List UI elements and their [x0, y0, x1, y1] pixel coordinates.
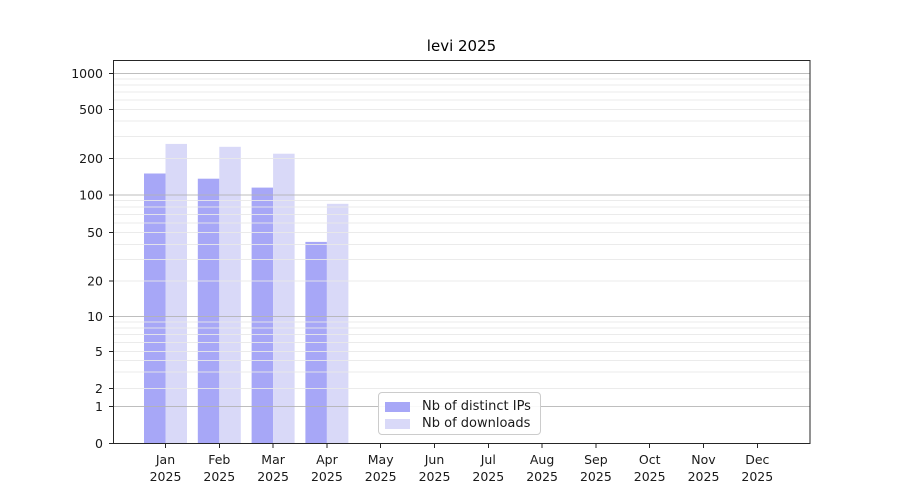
legend-item-downloads: Nb of downloads	[385, 415, 532, 432]
plot-frame	[112, 60, 811, 444]
x-tick-label-year: 2025	[580, 469, 612, 484]
y-tick-label: 1	[95, 399, 103, 414]
x-tick-label-month: May	[368, 452, 394, 467]
x-tick-label-year: 2025	[419, 469, 451, 484]
bar-ips-jan	[144, 173, 166, 444]
x-tick-label-month: Nov	[691, 452, 716, 467]
legend-label-distinct-ips: Nb of distinct IPs	[422, 399, 531, 414]
y-tick-label: 50	[87, 225, 103, 240]
x-axis-labels-group: Jan 2025 Feb 2025 Mar 2025 Apr 2025 May 2025 Jun 20…	[150, 452, 774, 484]
x-tick-label-month: Mar	[261, 452, 285, 467]
minor-gridlines-group	[113, 78, 810, 389]
y-axis-ticks-group	[108, 72, 114, 444]
legend-swatch-downloads	[385, 418, 410, 429]
x-tick-label-year: 2025	[311, 469, 343, 484]
y-tick-label: 20	[87, 274, 103, 289]
legend-item-distinct-ips: Nb of distinct IPs	[385, 398, 532, 415]
y-tick-label: 1000	[71, 66, 103, 81]
x-tick-label-month: Jul	[480, 452, 496, 467]
x-tick-label-year: 2025	[203, 469, 235, 484]
y-tick-label: 100	[79, 188, 103, 203]
bar-downloads-mar	[273, 153, 295, 444]
y-tick-label: 2	[95, 381, 103, 396]
bar-downloads-apr	[326, 203, 349, 444]
x-tick-label-month: Jan	[155, 452, 175, 467]
x-tick-label-year: 2025	[741, 469, 773, 484]
x-tick-label-year: 2025	[526, 469, 558, 484]
bar-ips-feb	[197, 178, 220, 444]
x-tick-label-year: 2025	[365, 469, 397, 484]
chart-title: levi 2025	[427, 37, 496, 55]
x-tick-label-month: Sep	[584, 452, 608, 467]
y-tick-label: 500	[79, 102, 103, 117]
legend-swatch-distinct-ips	[385, 401, 410, 412]
x-tick-label-year: 2025	[257, 469, 289, 484]
bar-downloads-jan	[165, 143, 187, 444]
legend-label-downloads: Nb of downloads	[422, 416, 531, 431]
legend: Nb of distinct IPs Nb of downloads	[378, 392, 541, 435]
bar-ips-mar	[251, 187, 274, 444]
y-tick-label: 5	[95, 344, 103, 359]
x-tick-label-month: Aug	[530, 452, 554, 467]
x-tick-label-year: 2025	[472, 469, 504, 484]
y-tick-label: 10	[87, 309, 103, 324]
x-tick-label-month: Feb	[208, 452, 230, 467]
y-tick-label: 0	[95, 436, 103, 451]
x-tick-label-month: Jun	[424, 452, 445, 467]
x-tick-label-year: 2025	[688, 469, 720, 484]
bars-group	[144, 143, 349, 444]
x-axis-ticks-group	[165, 443, 758, 448]
x-tick-label-year: 2025	[634, 469, 666, 484]
x-tick-label-year: 2025	[150, 469, 182, 484]
x-tick-label-month: Oct	[639, 452, 661, 467]
y-axis-labels-group: 0 1 2 5 10 20 50 100 200 500 1000	[71, 66, 103, 451]
x-tick-label-month: Dec	[745, 452, 769, 467]
x-tick-label-month: Apr	[316, 452, 338, 467]
axes-frame-group	[112, 60, 811, 444]
y-tick-label: 200	[79, 151, 103, 166]
bar-downloads-feb	[219, 146, 241, 444]
